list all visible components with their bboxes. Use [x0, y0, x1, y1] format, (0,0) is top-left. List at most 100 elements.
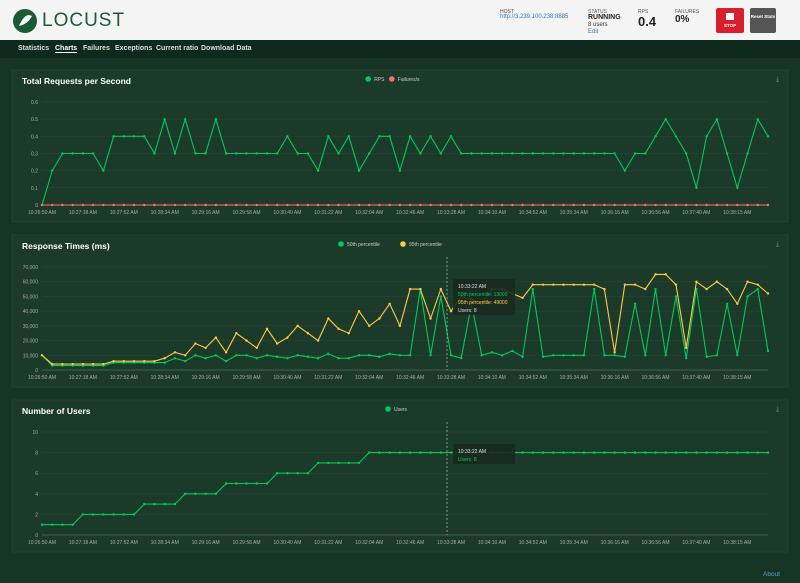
x-tick-label: 10:37:40 AM — [682, 375, 710, 381]
data-point — [357, 309, 361, 313]
users: 8 users — [588, 22, 608, 28]
data-point — [337, 327, 340, 330]
data-point — [368, 354, 371, 357]
x-tick-label: 10:33:28 AM — [437, 375, 465, 381]
data-point — [449, 451, 453, 454]
data-point — [684, 346, 688, 350]
data-point — [736, 186, 739, 190]
x-tick-label: 10:29:58 AM — [232, 375, 260, 381]
nav-tab[interactable]: Download Data — [201, 45, 252, 52]
tooltip-time: 10:33:22 AM — [458, 284, 486, 290]
x-tick-label: 10:35:34 AM — [560, 210, 588, 216]
download-icon: ⤓ — [776, 241, 779, 248]
data-point — [398, 324, 402, 328]
nav-tab[interactable]: Statistics — [18, 45, 50, 52]
data-point — [674, 295, 678, 298]
data-point — [112, 203, 115, 207]
data-point — [644, 451, 647, 454]
x-tick-label: 10:28:34 AM — [151, 375, 179, 381]
chart-title: Response Times (ms) — [22, 241, 110, 251]
data-point — [194, 354, 197, 357]
nav-tab[interactable]: Charts — [55, 45, 78, 53]
data-point — [756, 451, 759, 454]
chart-title: Number of Users — [22, 406, 91, 416]
failures: 0% — [675, 14, 690, 25]
data-point — [51, 169, 54, 172]
data-point — [439, 451, 442, 454]
data-point — [582, 283, 586, 286]
data-point — [449, 203, 453, 207]
legend-swatch — [365, 76, 372, 82]
data-point — [654, 203, 657, 207]
data-point — [429, 451, 432, 454]
data-point — [245, 354, 248, 357]
data-point — [275, 355, 279, 358]
data-point — [592, 203, 596, 207]
data-point — [388, 203, 391, 207]
data-point — [286, 203, 289, 207]
data-point — [756, 117, 759, 121]
x-tick-label: 10:37:40 AM — [682, 540, 710, 546]
data-point — [306, 472, 310, 475]
data-point — [224, 203, 228, 207]
data-point — [235, 152, 238, 155]
data-point — [40, 523, 44, 526]
data-point — [449, 354, 453, 357]
data-point — [204, 346, 207, 350]
x-tick-label: 10:27:52 AM — [110, 375, 138, 381]
about-link[interactable]: About — [763, 571, 780, 578]
data-point — [296, 324, 299, 328]
data-point — [61, 523, 64, 526]
chart-panel — [11, 399, 789, 553]
y-tick-label: 4 — [35, 492, 38, 498]
y-tick-label: 0 — [35, 533, 38, 539]
reset-button[interactable]: Reset Stats — [750, 8, 776, 33]
data-point — [337, 357, 340, 360]
data-point — [408, 287, 412, 291]
data-point — [684, 451, 688, 454]
y-tick-label: 0.4 — [31, 134, 38, 140]
x-tick-label: 10:32:04 AM — [355, 540, 383, 546]
data-point — [337, 203, 340, 207]
edit[interactable]: Edit — [588, 29, 599, 35]
data-point — [746, 280, 749, 283]
data-point — [552, 152, 555, 155]
data-point — [480, 203, 483, 207]
data-point — [715, 451, 719, 454]
x-tick-label: 10:28:34 AM — [151, 540, 179, 546]
y-tick-label: 2 — [35, 512, 38, 518]
data-point — [746, 295, 749, 298]
series-line — [41, 288, 769, 367]
data-point — [286, 336, 289, 339]
data-point — [163, 361, 166, 364]
data-point — [439, 203, 442, 207]
y-tick-label: 0.1 — [31, 186, 38, 192]
data-point — [766, 451, 770, 454]
data-point — [490, 152, 494, 155]
host-label: HOST — [500, 9, 514, 15]
data-point — [766, 292, 770, 295]
data-point — [143, 203, 146, 207]
data-point — [316, 203, 320, 207]
data-point — [265, 152, 269, 155]
data-point — [91, 203, 95, 207]
stop-button[interactable]: STOP — [716, 8, 744, 33]
x-tick-label: 10:35:34 AM — [560, 540, 588, 546]
y-tick-label: 60,000 — [23, 280, 39, 286]
nav-tab[interactable]: Exceptions — [115, 45, 153, 52]
data-point — [623, 283, 627, 286]
charts: Total Requests per Second ⤓ RPS Failures/s 0… — [11, 69, 789, 553]
host: http://3.239.100.238:8885 — [500, 14, 569, 20]
nav-tab[interactable]: Current ratio — [156, 45, 199, 52]
data-point — [511, 349, 514, 353]
data-point — [541, 451, 545, 454]
data-point — [245, 203, 248, 207]
data-point — [603, 287, 606, 291]
data-point — [419, 287, 422, 291]
data-point — [81, 513, 85, 516]
data-point — [541, 283, 545, 286]
nav-tab[interactable]: Failures — [83, 45, 110, 52]
data-point — [521, 296, 524, 300]
data-point — [521, 451, 524, 454]
data-point — [695, 203, 698, 207]
